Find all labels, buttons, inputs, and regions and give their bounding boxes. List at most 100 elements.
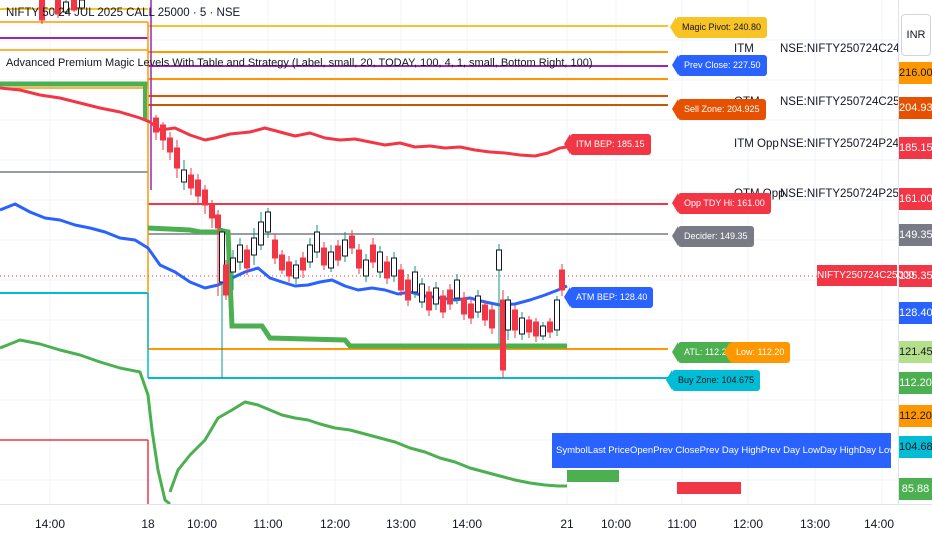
table-color-stub <box>677 482 741 494</box>
candle-body <box>533 321 539 337</box>
candle-body <box>265 211 271 233</box>
price-badge: 112.20 <box>899 405 932 427</box>
candle-body <box>258 221 264 246</box>
info-table-header: Symbol Last Price Open Prev Close Prev Day H… <box>552 433 932 468</box>
candle-body <box>181 169 187 183</box>
atl-flag: ATL: 112.20 <box>672 342 738 363</box>
price-badge: 104.68 <box>899 436 932 458</box>
candle-body <box>356 249 362 269</box>
prev-close-flag: Prev Close: 227.50 <box>672 55 767 76</box>
atl-step-line <box>147 225 218 235</box>
candle-body <box>300 257 306 271</box>
candle-body <box>39 0 45 21</box>
symbol-title[interactable]: NIFTY 50 24 JUL 2025 CALL 25000 · 5 · NS… <box>6 7 241 19</box>
candle-body <box>482 304 488 321</box>
candle-body <box>230 257 236 273</box>
time-axis[interactable]: 14:00 18 10:00 11:00 12:00 13:00 14:00 21 10:00 1… <box>0 504 932 550</box>
candle-body <box>489 309 495 329</box>
candle-body <box>174 147 180 169</box>
magic-pivot-flag: Magic Pivot: 240.80 <box>669 17 768 38</box>
candle-body <box>307 244 313 263</box>
opp-tdy-hi-flag: Opp TDY Hi: 161.00 <box>672 193 771 214</box>
otm-symbol: NSE:NIFTY250724C25100 <box>780 96 919 108</box>
candle-body <box>195 179 201 197</box>
table-column-header: Last Price <box>587 445 630 456</box>
candle-body <box>412 271 418 293</box>
green-curve-right <box>168 400 567 493</box>
candle-body <box>475 295 481 313</box>
time-tick-label: 14:00 <box>863 517 894 531</box>
candle-body <box>384 261 390 279</box>
candle-body <box>512 309 518 331</box>
candle-body <box>554 299 560 331</box>
candle-body <box>55 0 61 15</box>
decider-flag: Decider: 149.35 <box>672 226 754 247</box>
candle-body <box>440 295 446 313</box>
itm-opp-symbol: NSE:NIFTY250724P24900 <box>780 138 919 150</box>
table-column-header: Open <box>629 445 654 456</box>
candle-body <box>223 264 229 296</box>
time-tick-label: 18 <box>141 517 155 531</box>
candle-body <box>370 244 376 263</box>
atl-step-line <box>217 227 567 349</box>
candle-body <box>468 303 474 319</box>
time-tick-label: 12:00 <box>732 517 764 531</box>
candle-body <box>314 231 320 253</box>
candle-body <box>426 291 432 311</box>
candle-body <box>71 0 77 11</box>
candle-body <box>349 235 355 249</box>
price-badge: 149.35 <box>899 224 932 246</box>
candle-body <box>526 319 532 333</box>
price-badge: 185.15 <box>899 137 932 159</box>
itm-bep-flag: ITM BEP: 185.15 <box>564 134 651 155</box>
sell-zone-flag: Sell Zone: 204.925 <box>672 99 766 120</box>
price-chart[interactable] <box>0 0 898 504</box>
candle-body <box>559 269 565 291</box>
candle-body <box>251 237 257 256</box>
candle-body <box>447 289 453 305</box>
currency-button[interactable]: INR <box>901 14 931 56</box>
otm-opp-symbol: NSE:NIFTY250724P25100 <box>780 188 919 200</box>
itm-opp-label: ITM Opp <box>734 138 779 150</box>
price-badge: 112.20 <box>899 372 932 394</box>
table-column-header: Symbol <box>556 445 588 456</box>
table-column-header: Day High <box>820 445 860 456</box>
time-tick-label: 10:00 <box>600 517 632 531</box>
candle-body <box>405 279 411 301</box>
candle-body <box>293 264 299 279</box>
green-curve-left <box>0 338 171 504</box>
candle-body <box>167 137 173 153</box>
time-tick-label: 11:00 <box>253 517 283 531</box>
candle-body <box>540 325 546 337</box>
atm-bep-curve <box>0 202 568 307</box>
table-color-stub <box>567 470 619 482</box>
candle-body <box>219 231 225 283</box>
candle-body <box>202 189 208 206</box>
candle-body <box>63 1 69 13</box>
candle-body <box>342 239 348 257</box>
candle-body <box>391 257 397 277</box>
price-badge: 135.35 <box>899 265 932 287</box>
time-tick-label: 10:00 <box>186 517 218 531</box>
candle-body <box>547 321 553 333</box>
candle-body <box>215 214 221 229</box>
buy-zone-flag: Buy Zone: 104.675 <box>665 370 761 391</box>
price-badge: 216.00 <box>899 62 932 84</box>
candle-body <box>160 124 166 141</box>
atm-bep-flag: ATM BEP: 128.40 <box>563 287 654 308</box>
time-tick-label: 12:00 <box>319 517 351 531</box>
price-badge: 128.40 <box>899 302 932 324</box>
time-tick-label: 11:00 <box>667 517 697 531</box>
candle-body <box>335 245 341 261</box>
candle-body <box>188 174 194 189</box>
ltp-symbol-badge: NIFTY250724C25000 <box>817 265 914 286</box>
indicator-title[interactable]: Advanced Premium Magic Levels With Table… <box>6 57 593 69</box>
table-column-header: Day Low <box>859 445 897 456</box>
candle-body <box>321 247 327 266</box>
candle-body <box>286 261 292 277</box>
time-tick-label: 14:00 <box>34 517 66 531</box>
candle-body <box>461 297 467 315</box>
candle-body <box>419 283 425 303</box>
tdy-low-flag: Low: 112.20 <box>723 342 791 363</box>
